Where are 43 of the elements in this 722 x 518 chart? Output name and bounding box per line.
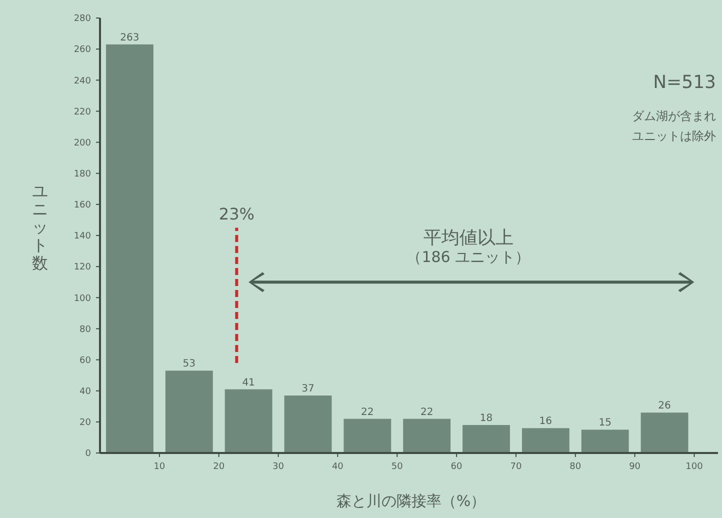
data-label: 22 bbox=[361, 406, 374, 418]
y-tick-label: 60 bbox=[80, 356, 92, 366]
y-tick-label: 220 bbox=[74, 107, 92, 118]
x-tick-label: 70 bbox=[510, 462, 522, 472]
x-tick-label: 20 bbox=[213, 462, 225, 472]
y-tick-label: 40 bbox=[80, 387, 92, 398]
x-tick-label: 100 bbox=[686, 462, 704, 472]
y-tick-label: 260 bbox=[74, 45, 92, 56]
y-tick-label: 180 bbox=[74, 170, 92, 180]
x-axis-title: 森と川の隣接率（%） bbox=[336, 492, 486, 510]
data-label: 18 bbox=[480, 413, 493, 424]
y-axis-title: ユニット数 bbox=[32, 182, 48, 273]
data-label: 41 bbox=[242, 377, 255, 388]
y-tick-label: 100 bbox=[74, 294, 92, 304]
data-label: 53 bbox=[182, 358, 196, 370]
data-label: 16 bbox=[539, 416, 552, 428]
data-label: 26 bbox=[658, 400, 671, 412]
y-tick-label: 140 bbox=[74, 232, 92, 242]
y-tick-label: 280 bbox=[74, 14, 92, 24]
data-label: 15 bbox=[598, 418, 612, 429]
annotation: ダム湖が含まれ bbox=[632, 109, 716, 123]
x-tick-label: 10 bbox=[154, 462, 166, 472]
y-tick-label: 120 bbox=[74, 262, 92, 273]
annotation: ユニットは除外 bbox=[632, 129, 716, 143]
annotation: 平均値以上 bbox=[423, 227, 514, 248]
y-tick-label: 80 bbox=[80, 324, 92, 335]
data-label: 263 bbox=[120, 32, 140, 44]
x-tick-label: 50 bbox=[391, 462, 404, 472]
y-tick-label: 200 bbox=[74, 138, 92, 148]
x-tick-label: 80 bbox=[570, 462, 582, 472]
data-label: 22 bbox=[420, 406, 434, 418]
annotation: N=513 bbox=[653, 72, 716, 93]
y-tick-label: 160 bbox=[74, 200, 92, 211]
annotation: （186 ユニット） bbox=[406, 248, 530, 266]
x-tick-label: 30 bbox=[272, 462, 284, 472]
x-tick-label: 60 bbox=[450, 462, 463, 472]
y-tick-label: 20 bbox=[80, 418, 92, 428]
x-tick-label: 90 bbox=[629, 462, 641, 472]
data-label: 37 bbox=[302, 384, 314, 395]
x-tick-label: 40 bbox=[332, 462, 344, 472]
y-tick-label: 0 bbox=[85, 449, 92, 460]
y-tick-label: 240 bbox=[74, 76, 92, 86]
ref-line-label: 23% bbox=[218, 204, 254, 224]
